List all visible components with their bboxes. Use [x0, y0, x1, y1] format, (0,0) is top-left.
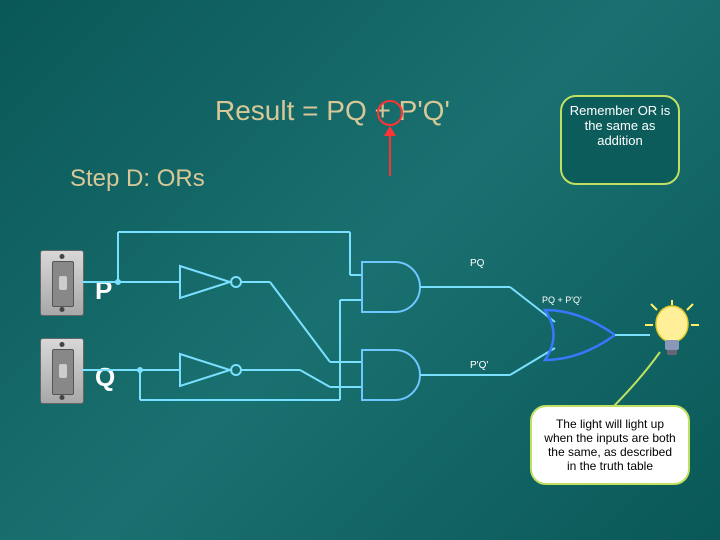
- callout-light-text: The light will light up when the inputs …: [544, 417, 675, 473]
- label-result: PQ + P'Q': [542, 295, 582, 305]
- lightbulb-icon: [645, 300, 700, 360]
- label-pq: PQ: [470, 258, 484, 269]
- callout-light: The light will light up when the inputs …: [530, 405, 690, 485]
- label-pqprime: P'Q': [470, 360, 488, 371]
